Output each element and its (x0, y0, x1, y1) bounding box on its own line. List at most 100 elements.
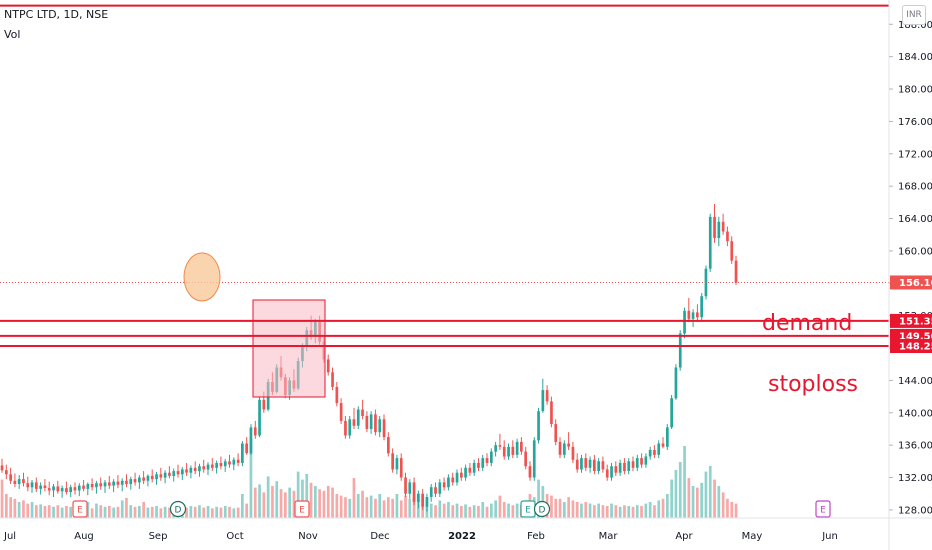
volume-bar (150, 506, 154, 518)
candle-body (65, 488, 68, 493)
candle (331, 367, 334, 391)
marker-shape (169, 500, 187, 518)
candle-body (635, 458, 639, 468)
candle-body (369, 414, 373, 429)
candle (481, 454, 485, 472)
candle-body (726, 231, 729, 242)
candle-body (511, 446, 515, 455)
volume-bar (537, 479, 540, 518)
price-tick-label: 180.00 (898, 85, 932, 96)
volume-bar (374, 498, 377, 518)
volume-bar (26, 503, 30, 518)
volume-bar (391, 498, 394, 518)
dividend-marker[interactable]: D (169, 500, 187, 518)
volume-bar (146, 507, 150, 518)
volume-bar (60, 507, 64, 518)
candle-body (211, 464, 214, 468)
volume-bar (9, 497, 12, 518)
volume-bar (472, 505, 476, 518)
volume-bar (258, 484, 261, 518)
time-tick-label: Sep (149, 531, 168, 542)
candle-body (563, 443, 566, 455)
volume-bar (378, 494, 382, 518)
candle-body (429, 487, 433, 497)
dividend-marker[interactable]: D (533, 500, 551, 518)
volume-bar (301, 479, 304, 518)
candle (455, 469, 459, 486)
volume-bar (202, 507, 206, 518)
time-axis[interactable]: Jul Aug Sep Oct Nov Dec 2022 Feb Mar Apr May Jun (3, 531, 838, 542)
level-badge (890, 313, 932, 328)
candle-body (120, 480, 124, 485)
volume-bar (219, 507, 223, 518)
volume-bar (726, 498, 729, 518)
candle-body (172, 471, 176, 476)
candle (378, 416, 382, 438)
marker-label: D (175, 506, 182, 516)
candle-body (601, 461, 605, 470)
marker-label: E (525, 506, 531, 516)
candle (477, 458, 480, 472)
volume-bar (666, 494, 669, 518)
candle (168, 466, 171, 479)
candle-body (142, 477, 145, 481)
candle-body (575, 459, 579, 470)
candle (77, 483, 81, 497)
candle (700, 293, 703, 321)
earnings-marker[interactable]: E (72, 500, 88, 518)
volume-bar (653, 505, 656, 518)
earnings-marker[interactable]: E (520, 500, 536, 518)
candle-body (387, 437, 390, 454)
candle-body (374, 414, 377, 433)
candle (185, 463, 188, 476)
volume-bar (0, 479, 4, 518)
volume-bar (670, 479, 673, 518)
candle-body (232, 459, 236, 465)
candle (232, 457, 236, 471)
candle-body (159, 474, 163, 478)
volume-bar (567, 497, 570, 518)
volume-bar (108, 506, 111, 518)
candle (236, 453, 240, 467)
volume-bar (142, 502, 145, 518)
candle-body (498, 445, 502, 447)
candle (249, 424, 253, 455)
price-axis[interactable]: 128.00132.00136.00140.00144.00148.00152.… (889, 20, 932, 517)
volume-bar (344, 497, 347, 518)
time-tick-label: 2022 (448, 531, 476, 542)
candle-body (717, 221, 721, 238)
candle (193, 461, 197, 475)
candle (730, 236, 734, 264)
marker-shape (533, 500, 551, 518)
candle (245, 437, 248, 455)
candle-body (661, 443, 665, 447)
candle (9, 467, 12, 484)
volume-bar (288, 487, 291, 518)
volume-bar (356, 494, 360, 518)
volume-bar (95, 503, 98, 518)
candle-body (356, 409, 360, 426)
currency-button[interactable]: INR (902, 5, 926, 25)
candle (605, 464, 609, 481)
volume-bar (262, 492, 266, 518)
candle-body (193, 467, 197, 471)
candle-body (627, 461, 631, 471)
candle (593, 454, 596, 475)
candle-body (395, 458, 399, 470)
candle-body (108, 482, 111, 486)
earnings-marker[interactable]: E (294, 500, 310, 518)
marker-label: E (299, 506, 305, 516)
volume-bar (361, 490, 364, 518)
volume-bar (575, 502, 579, 518)
candle (133, 472, 137, 486)
earnings-marker[interactable]: E (815, 500, 831, 518)
candle-body (155, 474, 158, 480)
volume-bar (661, 498, 665, 518)
candle-body (464, 467, 467, 478)
candle-body (408, 482, 412, 494)
candle (584, 453, 588, 472)
volume-bar (296, 471, 300, 518)
volume-bar (86, 502, 90, 518)
